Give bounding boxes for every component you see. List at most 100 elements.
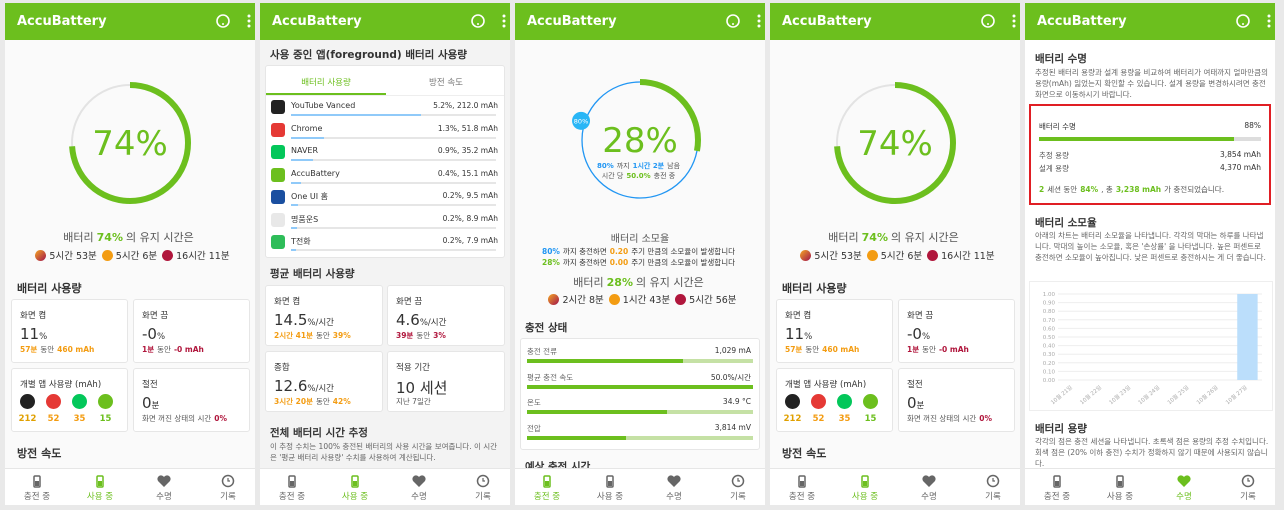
card-unit: % <box>921 332 931 342</box>
card-detail-part: 0% <box>979 414 992 423</box>
app-bar: AccuBattery <box>5 3 255 40</box>
capacity-value: 4,370 mAh <box>1219 163 1261 172</box>
menu-dot <box>502 14 506 18</box>
app-usage: 1.3%, 51.8 mAh <box>437 123 498 133</box>
bar-icons <box>981 14 1016 28</box>
target-label: 80% <box>574 117 588 125</box>
app-icon <box>271 122 285 137</box>
menu-dot <box>502 24 506 28</box>
nav-label: 수명 <box>666 492 682 502</box>
row-track <box>527 435 753 440</box>
card-unit: % <box>804 332 813 342</box>
section-title: 전체 배터리 시간 추정 <box>270 427 368 439</box>
nav-icon <box>288 475 296 488</box>
wear-line-part: 80% <box>541 247 560 256</box>
card-value: 12.6 <box>274 377 308 395</box>
nav-label: 수명 <box>921 492 937 502</box>
card-detail-part: 3시간 20분 <box>274 397 313 406</box>
card-value-row: 12.6%/시간 <box>274 377 334 395</box>
bottom-nav: 충전 중 사용 중 수명 기록 <box>260 468 510 505</box>
bar-icons <box>1236 14 1271 28</box>
card-detail: 지난 7일간 <box>396 396 434 407</box>
battery-icon <box>96 475 104 488</box>
nav-icon <box>157 475 171 487</box>
card-detail-part: 동안 <box>416 331 431 340</box>
battery-fill <box>1118 481 1122 486</box>
nav-icon <box>221 474 235 488</box>
phone-screen: 28% 80% 80% 까지 1시간 2분 남음 시간 당 50.0% 충전 중 배터리 소모율 8… <box>515 3 765 505</box>
x-tick-label: 10월 22일 <box>1078 383 1103 406</box>
app-list-card: 배터리 사용량 방전 속도 YouTube Vanced 5.2%, 212.0 mA… <box>265 65 505 258</box>
summary-part: , 총 <box>1101 185 1113 194</box>
time-icon <box>866 249 878 261</box>
health-value: 88% <box>1244 121 1261 130</box>
wear-line-part: 0.20 <box>609 247 629 256</box>
row-bar <box>527 384 753 389</box>
body-text: 각각의 점은 충전 세션을 나타냅니다. 초록색 점은 용량의 추정 수치입니다… <box>1035 437 1269 468</box>
clock-hand <box>737 478 740 482</box>
retention: 배터리 74% 의 유지 시간은 <box>5 229 255 245</box>
card-label: 종합 <box>274 363 290 373</box>
nav-label: 사용 중 <box>1106 492 1134 502</box>
card-unit: 분 <box>151 401 160 411</box>
card-detail: 1분 동안 -0 mAh <box>142 344 207 355</box>
stat-card: 절전 0분 화면 꺼진 상태의 시간 0% <box>898 368 1015 432</box>
nav-label: 사용 중 <box>86 492 114 502</box>
card-detail-part: 460 mAh <box>57 345 95 354</box>
app-icon <box>271 190 285 204</box>
app-icon <box>863 394 878 409</box>
nav-icon <box>667 475 681 487</box>
card-value: 11 <box>785 325 805 343</box>
app-icon <box>20 394 35 409</box>
help-dot <box>732 23 734 25</box>
app-icon <box>271 212 285 227</box>
retention-part: 의 유지 시간은 <box>891 231 959 244</box>
card-detail-part: 42% <box>332 397 351 406</box>
menu-dot <box>757 24 761 28</box>
app-bar: AccuBattery <box>260 3 510 40</box>
gauge-label: 74% <box>92 124 168 164</box>
capacity-label: 추정 용량 <box>1039 151 1069 160</box>
app-title: AccuBattery <box>272 14 362 29</box>
app-usage: 212 <box>783 414 802 424</box>
wear-line-part: 28% <box>541 258 560 267</box>
retention-part: 74% <box>96 231 123 244</box>
usage-track <box>291 204 496 206</box>
bar-icons <box>216 14 251 28</box>
bar-icons <box>471 14 506 28</box>
card-value-row: -0% <box>142 325 165 343</box>
card-detail-part: 0% <box>214 414 227 423</box>
clock-hand <box>1247 478 1250 482</box>
y-tick-label: 0.10 <box>1043 369 1056 375</box>
row-value: 3,814 mV <box>714 422 751 432</box>
battery-icon <box>606 475 614 488</box>
nav-label: 충전 중 <box>533 492 561 502</box>
wear-line-part: 까지 충전하면 <box>562 258 607 267</box>
app-name: T전화 <box>291 237 311 246</box>
card-detail-part: 동안 <box>315 331 330 340</box>
usage-track <box>291 159 496 161</box>
time-row: 2시간 8분 1시간 43분 5시간 56분 <box>515 292 765 306</box>
card-label: 절전 <box>142 380 158 390</box>
x-tick-label: 10월 21일 <box>1049 383 1074 406</box>
capacity-label: 설계 용량 <box>1039 164 1069 173</box>
card-detail: 1분 동안 -0 mAh <box>907 344 972 355</box>
gauge-arc <box>834 82 956 204</box>
card-detail-part: 동안 <box>922 345 936 354</box>
heart-icon <box>922 475 936 487</box>
app-usage: 15 <box>99 414 112 424</box>
section-title: 사용 중인 앱(foreground) 배터리 사용량 <box>270 49 467 61</box>
row-bar <box>527 410 668 414</box>
time-icon <box>675 293 687 305</box>
card-detail-part: -0 mAh <box>173 345 204 354</box>
nav-icon <box>33 475 41 488</box>
health-box: 배터리 수명 88% 추정 용량 3,854 mAh 설계 용량 4,370 mAh 2 세션… <box>1029 104 1271 205</box>
retention: 배터리 28% 의 유지 시간은 <box>515 274 765 290</box>
card-detail-part: -0 mAh <box>938 345 969 354</box>
nav-icon <box>1241 474 1255 488</box>
card-unit: % <box>156 332 166 342</box>
battery-fill <box>863 481 867 486</box>
nav-icon <box>606 475 614 488</box>
battery-icon <box>1116 475 1124 488</box>
